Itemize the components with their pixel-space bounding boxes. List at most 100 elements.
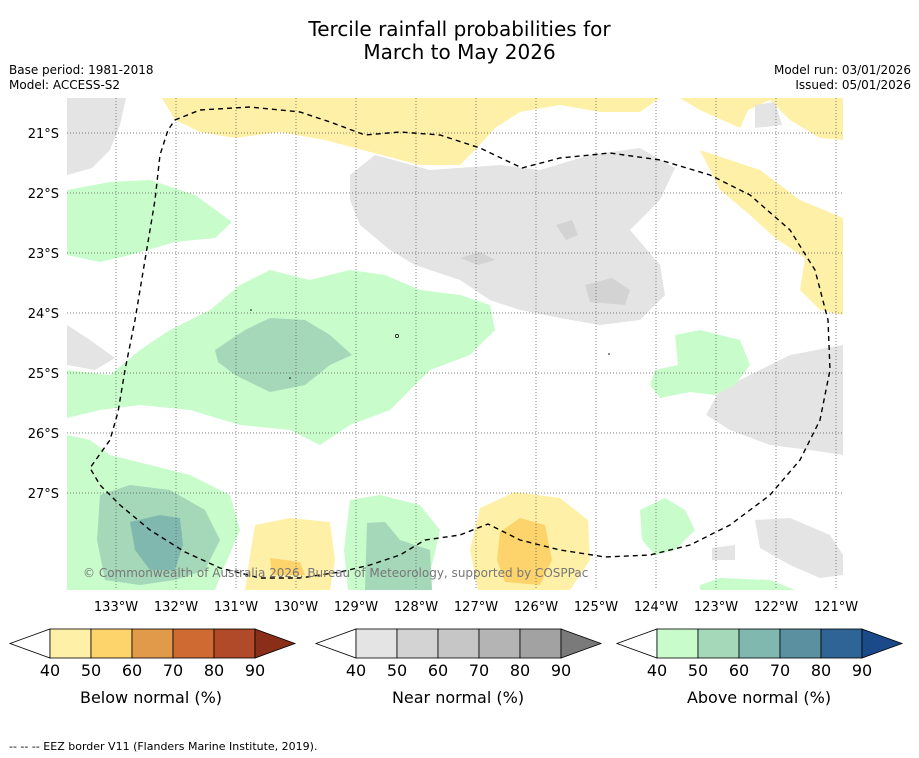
above-normal-core-south bbox=[365, 522, 432, 590]
lon-label: 125°W bbox=[574, 600, 618, 615]
legend-extend-high bbox=[560, 628, 603, 659]
legend-tick-label: 90 bbox=[245, 661, 265, 680]
lat-label: 23°S bbox=[28, 247, 59, 262]
legend-tick-label: 40 bbox=[647, 661, 667, 680]
near-normal-spot-northeast bbox=[755, 102, 782, 128]
legend-extend-high bbox=[861, 628, 904, 659]
below-normal-core-south-a bbox=[270, 558, 305, 575]
legend-near-normal: 40 50 60 70 80 90 bbox=[314, 628, 603, 680]
legend-tick-label: 40 bbox=[346, 661, 366, 680]
lon-label: 133°W bbox=[94, 600, 138, 615]
legend-swatch bbox=[738, 628, 781, 659]
legend-extend-low bbox=[314, 628, 357, 659]
map-title: Tercile rainfall probabilities for March… bbox=[0, 18, 919, 64]
legend-swatch bbox=[213, 628, 256, 659]
legend-swatch bbox=[519, 628, 562, 659]
lon-label: 129°W bbox=[334, 600, 378, 615]
legend-tick-label: 50 bbox=[387, 661, 407, 680]
meta-right: Model run: 03/01/2026 Issued: 05/01/2026 bbox=[774, 63, 911, 93]
lat-label: 26°S bbox=[28, 427, 59, 442]
lon-label: 131°W bbox=[214, 600, 258, 615]
legend-tick-label: 60 bbox=[122, 661, 142, 680]
above-normal-core-southwest-strong bbox=[130, 515, 183, 570]
legend-tick-label: 80 bbox=[204, 661, 224, 680]
legend-tick-label: 70 bbox=[469, 661, 489, 680]
legend-swatch bbox=[172, 628, 215, 659]
map-area: © Commonwealth of Australia 2026, Bureau… bbox=[67, 98, 843, 590]
lon-label: 122°W bbox=[754, 600, 798, 615]
island-marker bbox=[608, 353, 610, 355]
lon-label: 126°W bbox=[514, 600, 558, 615]
legend-tick-label: 70 bbox=[163, 661, 183, 680]
below-normal-region-north bbox=[162, 98, 843, 165]
model-run: Model run: 03/01/2026 bbox=[773, 63, 911, 77]
lon-label: 130°W bbox=[274, 600, 318, 615]
island-marker bbox=[289, 377, 291, 379]
below-normal-region-east bbox=[700, 150, 843, 315]
above-normal-region-east bbox=[650, 330, 750, 398]
legend-tick-label: 90 bbox=[551, 661, 571, 680]
legend-swatch bbox=[478, 628, 521, 659]
legend-swatch bbox=[396, 628, 439, 659]
lat-label: 21°S bbox=[28, 127, 59, 142]
legend-tick-label: 40 bbox=[40, 661, 60, 680]
lon-label: 124°W bbox=[634, 600, 678, 615]
legend-label-near-normal: Near normal (%) bbox=[392, 688, 524, 707]
legend-tick-label: 80 bbox=[811, 661, 831, 680]
above-normal-region-southeast bbox=[640, 498, 695, 555]
legend-tick-label: 50 bbox=[688, 661, 708, 680]
legend-swatch bbox=[90, 628, 133, 659]
legend-label-above-normal: Above normal (%) bbox=[687, 688, 831, 707]
lon-label: 132°W bbox=[154, 600, 198, 615]
eez-border bbox=[89, 106, 831, 579]
legend-extend-low bbox=[8, 628, 51, 659]
near-normal-core-c bbox=[460, 252, 495, 265]
near-normal-core-b bbox=[556, 220, 578, 240]
title-line-1: Tercile rainfall probabilities for bbox=[308, 17, 611, 41]
legend-swatch bbox=[437, 628, 480, 659]
copyright-text: © Commonwealth of Australia 2026, Bureau… bbox=[83, 566, 588, 580]
legend-tick-label: 70 bbox=[770, 661, 790, 680]
issued-date: Issued: 05/01/2026 bbox=[795, 78, 911, 92]
legend-extend-low bbox=[615, 628, 658, 659]
legend-tick-label: 60 bbox=[729, 661, 749, 680]
legend-tick-label: 90 bbox=[852, 661, 872, 680]
legend-label-below-normal: Below normal (%) bbox=[80, 688, 222, 707]
above-normal-region-south-east-edge bbox=[700, 578, 795, 590]
longitude-labels: 133°W 132°W 131°W 130°W 129°W 128°W 127°… bbox=[94, 600, 858, 615]
meta-left: Base period: 1981-2018 Model: ACCESS-S2 bbox=[9, 63, 154, 93]
legend-tick-label: 60 bbox=[428, 661, 448, 680]
eez-footnote: -- -- -- EEZ border V11 (Flanders Marine… bbox=[9, 740, 318, 753]
lat-label: 24°S bbox=[28, 307, 59, 322]
latitude-labels: 21°S 22°S 23°S 24°S 25°S 26°S 27°S bbox=[28, 127, 59, 502]
lat-label: 22°S bbox=[28, 187, 59, 202]
legend-swatch bbox=[820, 628, 863, 659]
legend-above-normal: 40 50 60 70 80 90 bbox=[615, 628, 904, 680]
legend-tick-label: 80 bbox=[510, 661, 530, 680]
legend-swatch bbox=[779, 628, 822, 659]
legend-below-normal: 40 50 60 70 80 90 bbox=[8, 628, 297, 680]
above-normal-core-central bbox=[215, 318, 352, 392]
lon-label: 121°W bbox=[814, 600, 858, 615]
legend-swatch bbox=[131, 628, 174, 659]
below-normal-region-south-a bbox=[245, 518, 335, 590]
near-normal-region-east bbox=[706, 345, 843, 455]
lat-label: 25°S bbox=[28, 367, 59, 382]
legend-swatch bbox=[355, 628, 398, 659]
near-normal-region-southeast bbox=[755, 518, 843, 578]
island-marker bbox=[250, 309, 252, 311]
near-normal-spot-south bbox=[712, 545, 735, 560]
above-normal-region-northwest bbox=[67, 180, 232, 262]
legend-swatch bbox=[49, 628, 92, 659]
near-normal-region-northwest bbox=[67, 98, 126, 175]
near-normal-region-central bbox=[350, 148, 675, 325]
near-normal-region-west bbox=[67, 325, 115, 370]
island-marker bbox=[395, 334, 399, 338]
lon-label: 127°W bbox=[454, 600, 498, 615]
lat-label: 27°S bbox=[28, 487, 59, 502]
lon-label: 123°W bbox=[694, 600, 738, 615]
title-line-2: March to May 2026 bbox=[363, 40, 556, 64]
base-period: Base period: 1981-2018 bbox=[9, 63, 154, 77]
model-name: Model: ACCESS-S2 bbox=[9, 78, 121, 92]
